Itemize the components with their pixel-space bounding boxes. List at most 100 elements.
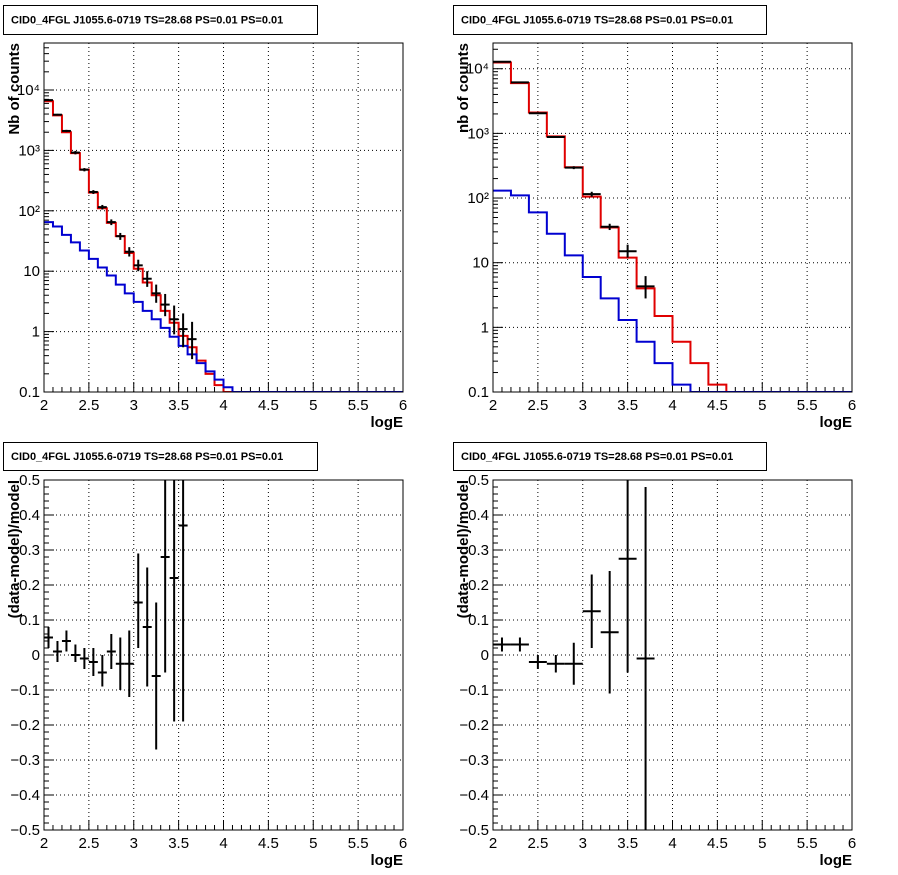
- data-point: [510, 81, 529, 84]
- x-tick-label: 6: [399, 835, 407, 852]
- data-point: [106, 219, 116, 226]
- chart-panel-2: CID0_4FGL J1055.6-0719 TS=28.68 PS=0.01 …: [453, 5, 856, 431]
- plot-area: [493, 480, 655, 830]
- chart-panel-1: CID0_4FGL J1055.6-0719 TS=28.68 PS=0.01 …: [3, 5, 407, 431]
- data-point: [61, 129, 71, 133]
- data-point: [88, 648, 98, 676]
- data-point: [600, 571, 619, 694]
- x-tick-label: 2: [40, 397, 48, 414]
- y-tick-label: 0.2: [468, 577, 489, 594]
- x-tick-label: 5: [758, 397, 766, 414]
- x-tick-label: 3.5: [168, 835, 189, 852]
- y-tick-label: 0: [481, 647, 489, 664]
- data-point: [151, 602, 161, 750]
- plot-area: [44, 480, 188, 750]
- x-tick-label: 5: [309, 397, 317, 414]
- data-point: [142, 567, 152, 687]
- grid-lines: [493, 480, 852, 830]
- data-point: [160, 480, 170, 673]
- x-tick-label: 4.5: [258, 835, 279, 852]
- x-tick-label: 3: [579, 397, 587, 414]
- data-point: [636, 487, 655, 830]
- x-tick-label: 3: [579, 835, 587, 852]
- x-tick-label: 6: [848, 397, 856, 414]
- data-point: [546, 135, 565, 138]
- data-point: [79, 168, 89, 172]
- x-tick-label: 2.5: [527, 835, 548, 852]
- x-tick-label: 2.5: [78, 835, 99, 852]
- x-tick-label: 4.5: [258, 397, 279, 414]
- x-tick-label: 2: [489, 835, 497, 852]
- y-tick-label: −0.3: [459, 752, 489, 769]
- y-tick-label: 0.1: [19, 612, 40, 629]
- y-tick-label: 0.2: [19, 577, 40, 594]
- x-tick-label: 2.5: [527, 397, 548, 414]
- data-point: [115, 637, 125, 690]
- data-point: [124, 247, 134, 257]
- plot-area: [493, 60, 852, 392]
- x-tick-label: 3.5: [617, 835, 638, 852]
- x-tick-label: 5.5: [797, 397, 818, 414]
- data-point: [528, 655, 547, 669]
- y-axis-title: nb of counts: [455, 43, 472, 133]
- y-axis-title: (data-model)/model: [455, 480, 472, 618]
- data-point: [636, 276, 655, 299]
- x-tick-label: 4: [219, 397, 227, 414]
- y-tick-label: 0.1: [468, 612, 489, 629]
- data-point: [582, 574, 601, 648]
- x-axis-title: logE: [820, 414, 853, 431]
- data-point: [600, 223, 619, 231]
- axis-ticks: [492, 48, 853, 393]
- data-point: [133, 259, 143, 272]
- plot-frame: [492, 42, 853, 393]
- plot-frame: [43, 479, 404, 831]
- data-point: [178, 313, 188, 348]
- y-axis-title: Nb of counts: [6, 43, 23, 135]
- y-tick-label: −0.4: [459, 787, 489, 804]
- y-tick-label: 1: [32, 324, 40, 341]
- component-step-line: [493, 189, 852, 392]
- data-point: [52, 113, 62, 116]
- data-point: [618, 480, 637, 673]
- y-tick-label: 10⁴: [466, 61, 489, 78]
- plot-area: [44, 99, 403, 392]
- y-tick-label: 1: [481, 319, 489, 336]
- data-point: [564, 166, 583, 170]
- data-point: [493, 637, 511, 652]
- x-tick-label: 2: [489, 397, 497, 414]
- y-tick-label: 10³: [467, 125, 489, 142]
- axis-ticks: [492, 479, 853, 831]
- chart-panel-4: CID0_4FGL J1055.6-0719 TS=28.68 PS=0.01 …: [453, 442, 856, 869]
- data-point: [142, 271, 152, 287]
- x-tick-label: 2: [40, 835, 48, 852]
- y-tick-label: −0.1: [459, 682, 489, 699]
- plot-frame: [492, 479, 853, 831]
- chart-panel-3: CID0_4FGL J1055.6-0719 TS=28.68 PS=0.01 …: [3, 442, 407, 869]
- y-tick-label: −0.1: [10, 682, 40, 699]
- chart-title: CID0_4FGL J1055.6-0719 TS=28.68 PS=0.01 …: [11, 451, 283, 463]
- x-axis-title: logE: [371, 852, 404, 869]
- x-tick-label: 4: [668, 835, 676, 852]
- y-tick-label: 0.1: [19, 384, 40, 401]
- chart-title: CID0_4FGL J1055.6-0719 TS=28.68 PS=0.01 …: [11, 15, 283, 27]
- x-tick-label: 5.5: [797, 835, 818, 852]
- data-point: [169, 480, 179, 722]
- y-tick-label: −0.2: [459, 717, 489, 734]
- data-point: [52, 641, 62, 662]
- y-tick-label: −0.5: [459, 822, 489, 839]
- y-tick-label: 10²: [467, 190, 489, 207]
- data-point: [97, 655, 107, 687]
- x-tick-label: 5.5: [348, 397, 369, 414]
- y-tick-label: 10⁴: [17, 82, 40, 99]
- x-tick-label: 4: [219, 835, 227, 852]
- model-step-line: [44, 100, 403, 392]
- plot-frame: [43, 42, 404, 393]
- data-point: [178, 480, 188, 722]
- data-point: [115, 232, 125, 240]
- chart-title: CID0_4FGL J1055.6-0719 TS=28.68 PS=0.01 …: [461, 15, 733, 27]
- data-point: [70, 150, 80, 155]
- data-point: [79, 648, 89, 669]
- y-tick-label: 10: [472, 255, 489, 272]
- data-point: [70, 644, 80, 662]
